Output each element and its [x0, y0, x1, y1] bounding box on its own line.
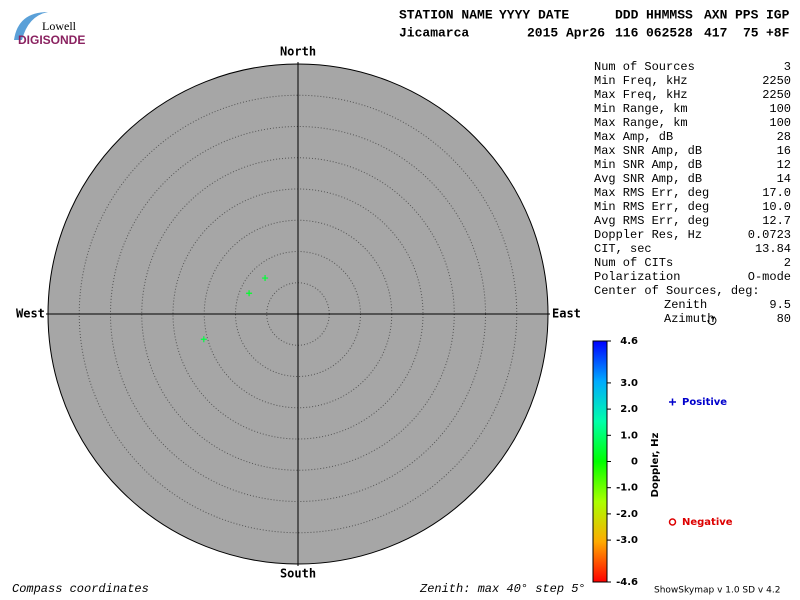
center-label: Azimuth	[664, 312, 714, 326]
stat-value: 2250	[762, 74, 791, 88]
stat-label: Max RMS Err, deg	[594, 186, 709, 200]
center-title: Center of Sources, deg:	[594, 284, 760, 298]
colorbar-tick-label: -2.0	[616, 509, 638, 520]
footer-left: Compass coordinates	[12, 582, 149, 596]
colorbar-tick-label: -3.0	[616, 535, 638, 546]
stat-label: Max Amp, dB	[594, 130, 673, 144]
source-point	[262, 275, 269, 282]
stat-label: Polarization	[594, 270, 680, 284]
colorbar	[592, 340, 608, 583]
stat-label: Max SNR Amp, dB	[594, 144, 702, 158]
header-value: +8F	[766, 25, 790, 40]
stat-value: 12	[777, 158, 791, 172]
stat-label: Min Range, km	[594, 102, 688, 116]
legend-marker	[668, 518, 677, 526]
stat-value: 0.0723	[748, 228, 791, 242]
header-value: 2015 Apr26	[527, 25, 605, 40]
colorbar-tick-label: 0	[631, 457, 638, 468]
dir-south: South	[280, 567, 316, 581]
colorbar-tick-label: -1.0	[616, 483, 638, 494]
stat-value: 2250	[762, 88, 791, 102]
header-column: YYYY DATE	[499, 7, 569, 22]
stat-value: O-mode	[748, 270, 791, 284]
stat-value: 17.0	[762, 186, 791, 200]
stat-label: Min SNR Amp, dB	[594, 158, 702, 172]
colorbar-tick-label: -4.6	[616, 577, 638, 588]
stat-value: 28	[777, 130, 791, 144]
stat-value: 100	[769, 102, 791, 116]
legend-marker	[669, 398, 676, 406]
logo-swoosh	[14, 12, 48, 40]
colorbar-label: Doppler, Hz	[650, 433, 661, 498]
stat-value: 2	[784, 256, 791, 270]
stat-label: Num of Sources	[594, 60, 695, 74]
header-value: Jicamarca	[399, 25, 469, 40]
stat-value: 10.0	[762, 200, 791, 214]
stat-label: Doppler Res, Hz	[594, 228, 702, 242]
header-value: 116	[615, 25, 639, 40]
stat-value: 16	[777, 144, 791, 158]
footer-right: ShowSkymap v 1.0 SD v 4.2	[654, 586, 780, 596]
source-point	[200, 336, 207, 343]
stat-label: CIT, sec	[594, 242, 652, 256]
footer-center: Zenith: max 40° step 5°	[419, 582, 586, 596]
stat-label: Max Range, km	[594, 116, 688, 130]
stat-value: 13.84	[755, 242, 791, 256]
header-value: 417	[704, 25, 727, 40]
center-value: 9.5	[769, 298, 791, 312]
dir-north: North	[280, 45, 316, 59]
colorbar-tick-label: 2.0	[620, 404, 638, 415]
colorbar-tick-label: 3.0	[620, 378, 638, 389]
header-column: IGP	[766, 7, 790, 22]
dir-east: East	[552, 307, 581, 321]
stat-value: 12.7	[762, 214, 791, 228]
header-value: 75	[743, 25, 759, 40]
center-value: 80	[777, 312, 791, 326]
stat-value: 100	[769, 116, 791, 130]
colorbar-tick-label: 1.0	[620, 430, 638, 441]
header-column: STATION NAME	[399, 7, 493, 22]
stat-label: Avg SNR Amp, dB	[594, 172, 702, 186]
header-column: PPS	[735, 7, 759, 22]
stat-label: Min Freq, kHz	[594, 74, 688, 88]
logo-bottom: DIGISONDE	[18, 33, 85, 47]
colorbar-tick-label: 4.6	[620, 336, 638, 347]
legend-label: Negative	[682, 517, 733, 528]
center-label: Zenith	[664, 298, 707, 312]
header-column: HHMMSS	[646, 7, 693, 22]
header-column: AXN	[704, 7, 727, 22]
legend-label: Positive	[682, 397, 727, 408]
stat-value: 14	[777, 172, 791, 186]
stat-label: Avg RMS Err, deg	[594, 214, 709, 228]
header-column: DDD	[615, 7, 639, 22]
dir-west: West	[16, 307, 45, 321]
stat-value: 3	[784, 60, 791, 74]
stat-label: Min RMS Err, deg	[594, 200, 709, 214]
logo-top: Lowell	[42, 19, 77, 33]
azimuth-icon	[707, 316, 717, 325]
header-value: 062528	[646, 25, 693, 40]
stat-label: Num of CITs	[594, 256, 673, 270]
source-point	[246, 290, 253, 297]
stat-label: Max Freq, kHz	[594, 88, 688, 102]
